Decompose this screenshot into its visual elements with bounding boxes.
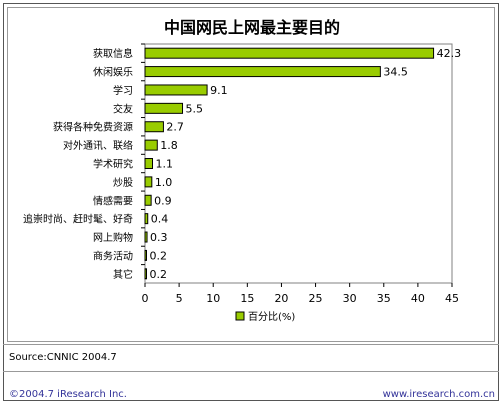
x-tick-label: 45 <box>445 292 459 305</box>
website-link[interactable]: www.iresearch.com.cn <box>382 389 495 400</box>
category-label: 交友 <box>113 102 133 115</box>
x-tick-label: 10 <box>206 292 220 305</box>
bar <box>144 121 164 133</box>
category-label: 学习 <box>113 84 133 97</box>
chart-panel <box>7 7 495 342</box>
bar <box>144 268 147 280</box>
value-label: 0.4 <box>151 213 169 226</box>
plot-area <box>144 43 453 284</box>
value-label: 42.3 <box>437 47 462 60</box>
value-label: 2.7 <box>166 121 184 134</box>
category-label: 情感需要 <box>93 194 133 207</box>
value-label: 0.2 <box>150 249 168 262</box>
bar <box>144 47 435 59</box>
value-label: 0.3 <box>150 231 168 244</box>
bar <box>144 139 158 151</box>
bar <box>144 194 152 206</box>
value-label: 1.1 <box>156 158 174 171</box>
chart-title: 中国网民上网最主要目的 <box>163 18 340 37</box>
bar <box>144 158 154 169</box>
value-label: 0.9 <box>154 194 172 207</box>
category-label: 休闲娱乐 <box>93 66 133 79</box>
category-label: 商务活动 <box>93 249 133 262</box>
x-tick-label: 30 <box>343 292 357 305</box>
category-label: 获得各种免费资源 <box>53 121 133 134</box>
bar <box>144 66 381 78</box>
copyright-text: ©2004.7 iResearch Inc. <box>9 389 127 400</box>
footer-divider <box>3 371 499 372</box>
category-label: 获取信息 <box>93 47 133 60</box>
bar <box>144 213 149 225</box>
category-label: 对外通讯、联络 <box>63 139 133 152</box>
value-label: 1.0 <box>155 176 173 189</box>
legend-swatch <box>235 311 245 321</box>
x-tick-label: 25 <box>309 292 323 305</box>
value-label: 9.1 <box>210 84 228 97</box>
x-tick-label: 40 <box>411 292 425 305</box>
legend-label: 百分比(%) <box>248 311 295 323</box>
footer-divider-top <box>3 344 499 345</box>
value-label: 5.5 <box>186 102 204 115</box>
x-tick-label: 35 <box>377 292 391 305</box>
value-label: 34.5 <box>383 66 408 79</box>
category-label: 追崇时尚、赶时髦、好奇 <box>23 213 133 226</box>
x-tick-label: 15 <box>240 292 254 305</box>
value-label: 0.2 <box>150 268 168 281</box>
bar <box>144 249 147 261</box>
category-label: 其它 <box>113 268 133 281</box>
source-note: Source:CNNIC 2004.7 <box>9 352 117 363</box>
bar <box>144 231 148 243</box>
x-tick-label: 5 <box>176 292 183 305</box>
bar <box>144 176 153 188</box>
bar <box>144 84 208 96</box>
category-label: 炒股 <box>113 177 133 189</box>
x-tick-label: 20 <box>274 292 288 305</box>
category-label: 学术研究 <box>93 158 133 171</box>
category-label: 网上购物 <box>93 231 133 244</box>
x-tick-label: 0 <box>142 292 149 305</box>
bar <box>144 102 184 114</box>
value-label: 1.8 <box>160 139 178 152</box>
